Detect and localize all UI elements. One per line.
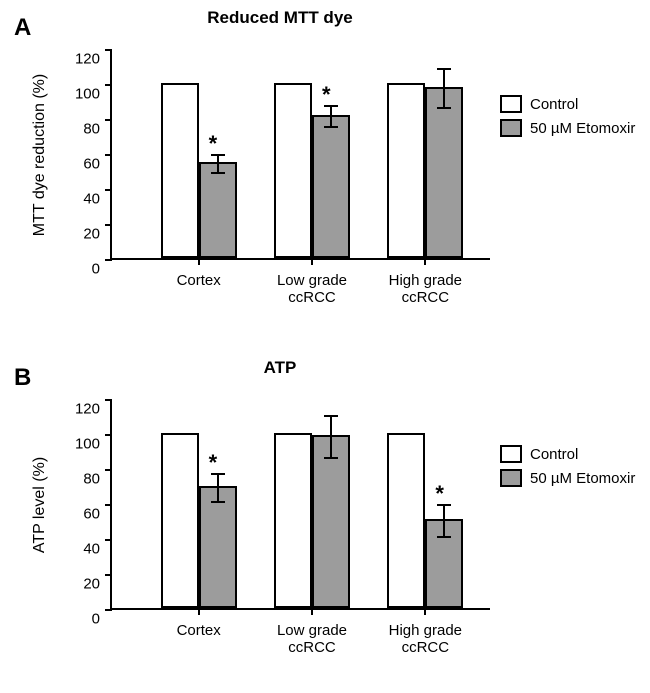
x-tick [198, 608, 200, 615]
panel-a: A Reduced MTT dye 020406080100120Cortex*… [0, 0, 650, 340]
bar [199, 486, 237, 609]
bar [312, 435, 350, 608]
bar [425, 87, 463, 259]
error-bar [330, 416, 332, 458]
y-tick [105, 504, 112, 506]
legend-label: 50 µM Etomoxir [530, 120, 635, 137]
panel-b-legend: Control 50 µM Etomoxir [500, 445, 635, 493]
y-tick-label: 80 [83, 120, 100, 137]
y-tick [105, 399, 112, 401]
error-bar [443, 69, 445, 108]
y-tick-label: 120 [75, 400, 100, 417]
bar [274, 83, 312, 258]
y-tick-label: 20 [83, 225, 100, 242]
x-tick [311, 258, 313, 265]
y-tick [105, 224, 112, 226]
bar [387, 83, 425, 258]
error-bar [330, 106, 332, 127]
y-tick-label: 100 [75, 435, 100, 452]
panel-b-ylabel: ATP level (%) [31, 457, 49, 553]
y-tick [105, 539, 112, 541]
error-cap [211, 172, 225, 174]
legend-swatch [500, 119, 522, 137]
x-axis-label: Cortex [139, 272, 259, 289]
error-cap [324, 126, 338, 128]
y-tick [105, 609, 112, 611]
y-tick-label: 0 [92, 610, 100, 627]
significance-star: * [322, 82, 331, 108]
error-bar [217, 474, 219, 502]
y-tick-label: 0 [92, 260, 100, 277]
y-tick-label: 120 [75, 50, 100, 67]
x-axis-label: Low grade ccRCC [252, 272, 372, 306]
error-cap [437, 536, 451, 538]
legend-item: 50 µM Etomoxir [500, 119, 635, 137]
x-tick [424, 258, 426, 265]
x-tick [311, 608, 313, 615]
panel-a-legend: Control 50 µM Etomoxir [500, 95, 635, 143]
significance-star: * [435, 481, 444, 507]
x-axis-label: Cortex [139, 622, 259, 639]
y-tick [105, 84, 112, 86]
error-cap [324, 415, 338, 417]
bar [199, 162, 237, 258]
y-tick [105, 189, 112, 191]
y-tick-label: 100 [75, 85, 100, 102]
significance-star: * [209, 450, 218, 476]
error-cap [211, 501, 225, 503]
bar [387, 433, 425, 608]
legend-label: Control [530, 446, 578, 463]
y-tick [105, 154, 112, 156]
legend-item: Control [500, 95, 635, 113]
y-tick [105, 434, 112, 436]
bar [161, 433, 199, 608]
legend-swatch [500, 95, 522, 113]
y-tick-label: 20 [83, 575, 100, 592]
x-tick [198, 258, 200, 265]
error-bar [443, 505, 445, 537]
significance-star: * [209, 131, 218, 157]
legend-swatch [500, 469, 522, 487]
legend-label: 50 µM Etomoxir [530, 470, 635, 487]
panel-b-title: ATP [0, 358, 560, 378]
error-cap [324, 457, 338, 459]
bar [161, 83, 199, 258]
panel-b: B ATP 020406080100120Cortex*Low grade cc… [0, 350, 650, 690]
panel-a-title: Reduced MTT dye [0, 8, 560, 28]
x-axis-label: High grade ccRCC [365, 622, 485, 656]
legend-swatch [500, 445, 522, 463]
x-tick [424, 608, 426, 615]
panel-a-ylabel: MTT dye reduction (%) [31, 74, 49, 236]
error-cap [437, 107, 451, 109]
y-tick-label: 40 [83, 190, 100, 207]
panel-b-plot: 020406080100120Cortex*Low grade ccRCCHig… [110, 400, 490, 610]
error-cap [437, 68, 451, 70]
legend-item: 50 µM Etomoxir [500, 469, 635, 487]
legend-label: Control [530, 96, 578, 113]
legend-item: Control [500, 445, 635, 463]
panel-a-plot: 020406080100120Cortex*Low grade ccRCC*Hi… [110, 50, 490, 260]
y-tick [105, 259, 112, 261]
y-tick-label: 40 [83, 540, 100, 557]
bar [312, 115, 350, 259]
error-bar [217, 155, 219, 173]
y-tick [105, 49, 112, 51]
y-tick-label: 60 [83, 505, 100, 522]
y-tick-label: 80 [83, 470, 100, 487]
y-tick [105, 119, 112, 121]
y-tick [105, 574, 112, 576]
bar [274, 433, 312, 608]
x-axis-label: High grade ccRCC [365, 272, 485, 306]
y-tick [105, 469, 112, 471]
y-tick-label: 60 [83, 155, 100, 172]
x-axis-label: Low grade ccRCC [252, 622, 372, 656]
